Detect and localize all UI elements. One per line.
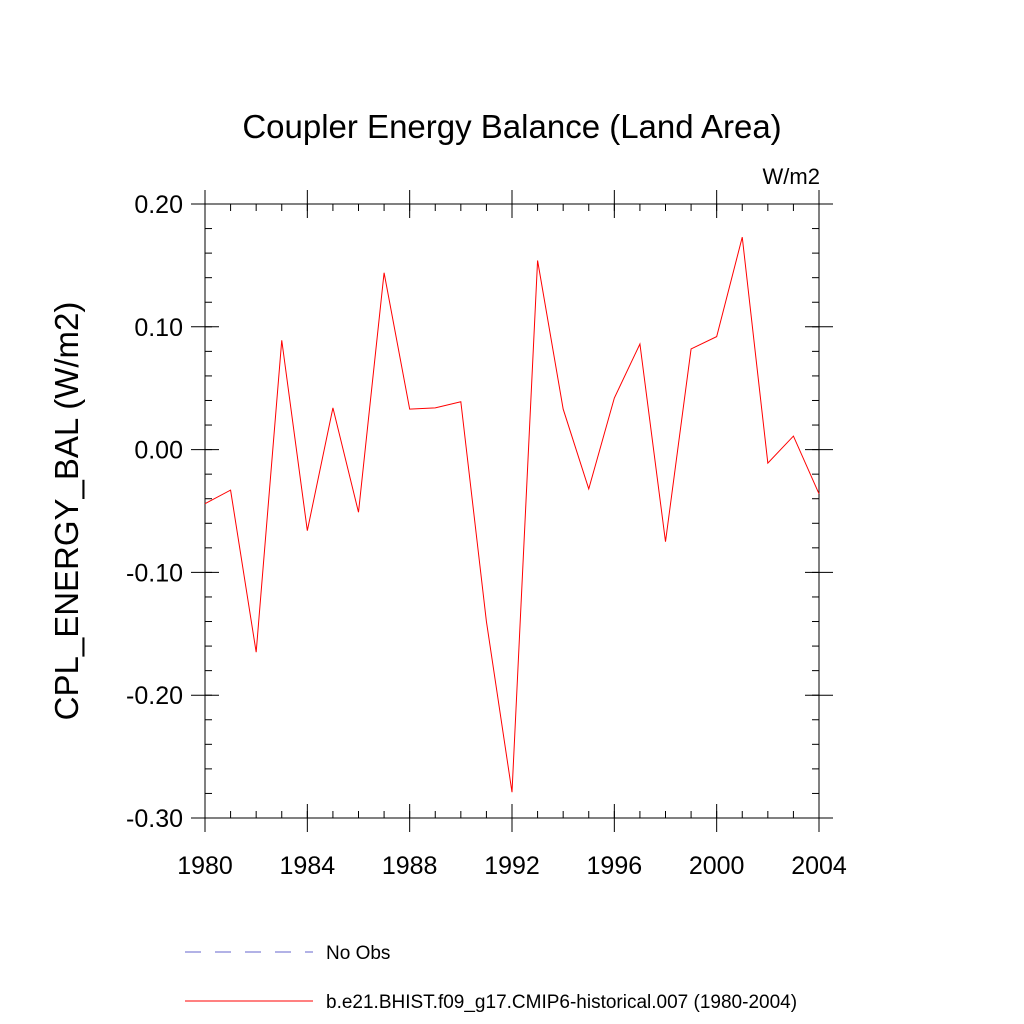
series-line bbox=[204, 237, 820, 793]
legend-label: No Obs bbox=[326, 943, 390, 964]
y-axis-label: CPL_ENERGY_BAL (W/m2) bbox=[48, 302, 85, 721]
y-tick-label: 0.00 bbox=[134, 437, 183, 465]
units-label: W/m2 bbox=[763, 164, 820, 189]
x-tick-label: 2004 bbox=[791, 852, 847, 880]
x-tick-label: 1988 bbox=[382, 852, 438, 880]
x-tick-label: 2000 bbox=[689, 852, 745, 880]
y-tick-label: -0.30 bbox=[126, 805, 183, 833]
x-tick-label: 1992 bbox=[484, 852, 540, 880]
legend-label: b.e21.BHIST.f09_g17.CMIP6-historical.007… bbox=[326, 992, 797, 1013]
y-tick-label: 0.20 bbox=[134, 191, 183, 219]
x-tick-label: 1984 bbox=[280, 852, 336, 880]
major-ticks bbox=[191, 190, 833, 832]
x-tick-label: 1996 bbox=[587, 852, 643, 880]
x-tick-labels: 1980 1984 1988 1992 1996 2000 2004 bbox=[177, 852, 847, 880]
y-tick-label: 0.10 bbox=[134, 314, 183, 342]
x-tick-label: 1980 bbox=[177, 852, 233, 880]
y-tick-labels: -0.30 -0.20 -0.10 0.00 0.10 0.20 bbox=[126, 191, 183, 833]
legend: No Obs b.e21.BHIST.f09_g17.CMIP6-historic… bbox=[185, 943, 797, 1013]
chart-title: Coupler Energy Balance (Land Area) bbox=[242, 108, 781, 145]
series-lines bbox=[204, 237, 820, 793]
y-tick-label: -0.20 bbox=[126, 682, 183, 710]
y-tick-label: -0.10 bbox=[126, 559, 183, 587]
